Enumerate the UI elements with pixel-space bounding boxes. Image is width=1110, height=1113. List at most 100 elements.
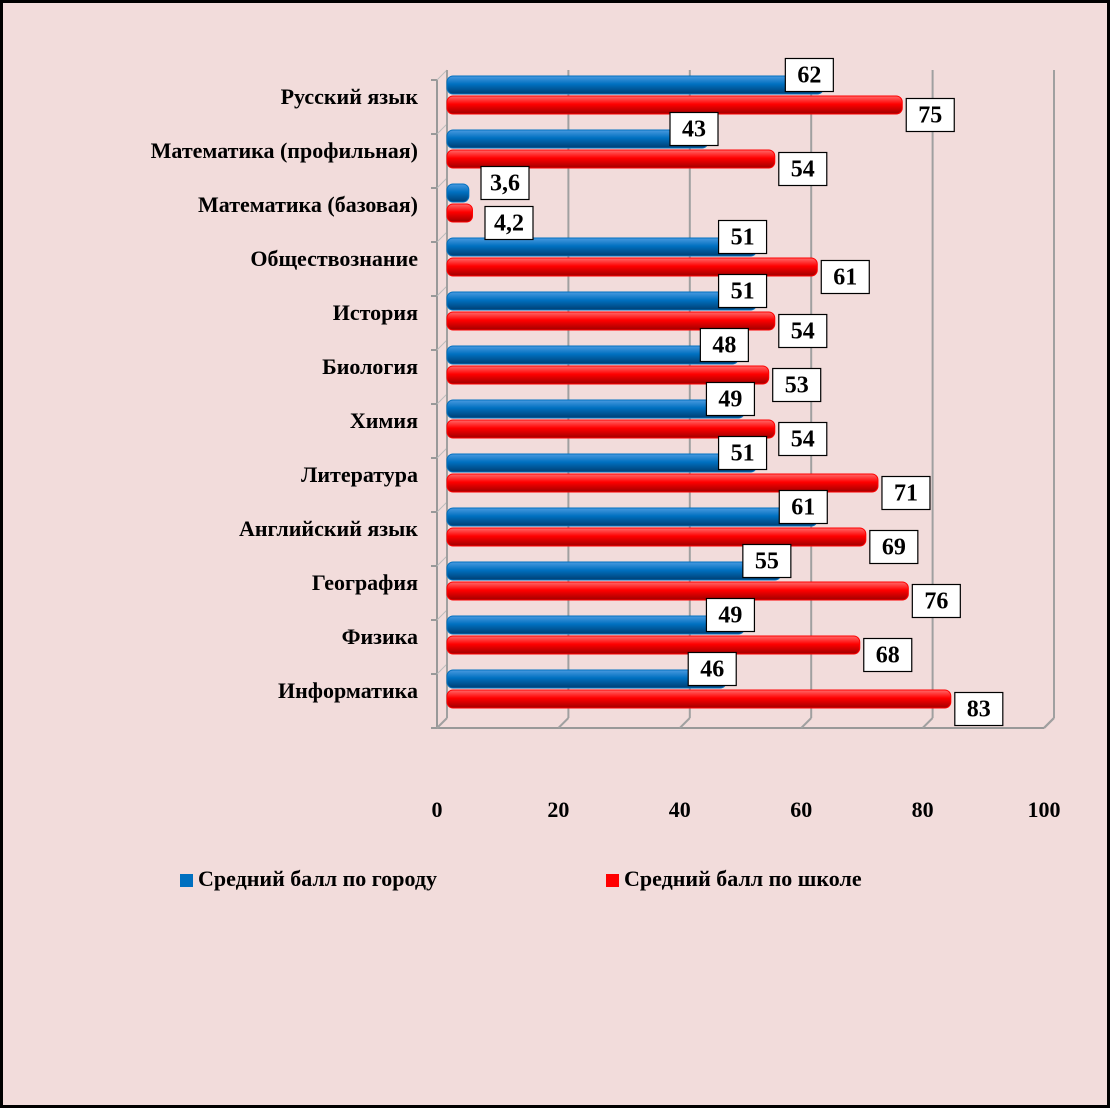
y-tick-label: География (312, 570, 418, 595)
y-tick-label: Обществознание (250, 246, 418, 271)
x-tick-label: 80 (912, 797, 934, 822)
bar (446, 129, 709, 149)
bar (446, 399, 745, 419)
bar (446, 149, 776, 169)
x-tick-label: 100 (1028, 797, 1061, 822)
data-label-box (784, 57, 834, 93)
data-label: 51 (731, 441, 755, 467)
data-label: 53 (785, 373, 809, 399)
y-tick-label: Биология (322, 354, 418, 379)
data-label: 48 (712, 333, 736, 359)
y-tick-label: Русский язык (281, 84, 419, 109)
data-label-box (772, 367, 822, 403)
y-tick (436, 393, 448, 405)
grid-line (679, 717, 691, 729)
data-label: 43 (682, 117, 706, 143)
data-label-box (669, 111, 719, 147)
data-label-box (778, 313, 828, 349)
y-tick (436, 177, 448, 189)
data-label: 54 (791, 427, 815, 453)
data-label: 61 (833, 265, 857, 291)
grid-line (1043, 717, 1055, 729)
data-label-box (954, 691, 1004, 727)
y-tick-label: Математика (базовая) (198, 192, 418, 217)
legend-swatch (606, 874, 619, 887)
data-label: 54 (791, 319, 815, 345)
data-label: 51 (731, 279, 755, 305)
legend-label: Средний балл по школе (624, 866, 862, 891)
bar (446, 183, 470, 203)
bar (446, 75, 824, 95)
y-tick (436, 123, 448, 135)
y-tick (436, 285, 448, 297)
grid-line (800, 717, 812, 729)
bar (446, 419, 776, 439)
data-label-box (820, 259, 870, 295)
bar (446, 311, 776, 331)
y-tick-label: Математика (профильная) (151, 138, 418, 163)
data-label: 69 (882, 535, 906, 561)
data-label-box (905, 97, 955, 133)
data-label: 75 (918, 103, 942, 129)
data-label-box (699, 327, 749, 363)
data-label-box (778, 421, 828, 457)
grid-line (921, 717, 934, 729)
bar (446, 561, 782, 581)
bar (446, 453, 758, 473)
y-tick (436, 609, 448, 621)
bar (446, 669, 727, 689)
y-tick (436, 69, 448, 81)
y-tick-label: Английский язык (239, 516, 418, 541)
bar (446, 527, 867, 547)
bar (446, 473, 879, 493)
data-label: 62 (797, 63, 821, 89)
legend-label: Средний балл по городу (198, 866, 437, 891)
x-tick-label: 60 (790, 797, 812, 822)
bar (446, 581, 909, 601)
legend-swatch (180, 874, 193, 887)
bar (446, 237, 758, 257)
x-tick-label: 0 (432, 797, 443, 822)
data-label: 49 (718, 387, 742, 413)
y-tick-label: История (333, 300, 418, 325)
data-label-box (717, 219, 768, 255)
data-label-box (778, 489, 828, 525)
y-tick-label: Химия (350, 408, 418, 433)
x-tick-label: 40 (669, 797, 691, 822)
grid-line (436, 717, 448, 729)
x-tick-label: 20 (547, 797, 569, 822)
data-label-box (911, 583, 961, 619)
data-label-box (881, 475, 931, 511)
data-label: 49 (718, 603, 742, 629)
bar (446, 291, 758, 311)
data-label: 46 (700, 657, 724, 683)
data-label-box (705, 381, 756, 417)
y-tick (436, 501, 448, 513)
data-label-box (863, 637, 913, 673)
data-label: 4,2 (494, 211, 524, 237)
bar (446, 689, 952, 709)
bar (446, 507, 818, 527)
y-tick-label: Литература (301, 462, 418, 487)
bar (446, 635, 861, 655)
data-label: 68 (876, 643, 900, 669)
data-label: 76 (924, 589, 948, 615)
y-tick (436, 339, 448, 351)
y-tick-label: Информатика (278, 678, 418, 703)
y-tick (436, 447, 448, 459)
data-label-box (705, 597, 756, 633)
data-label-box (687, 651, 737, 687)
data-label: 3,6 (490, 171, 520, 197)
data-label-box (717, 273, 768, 309)
data-label-box (742, 543, 792, 579)
grid-line (557, 717, 570, 729)
bar (446, 615, 745, 635)
data-label: 51 (731, 225, 755, 251)
data-label: 55 (755, 549, 779, 575)
y-tick (436, 555, 448, 567)
data-label: 83 (967, 697, 991, 723)
data-label: 71 (894, 481, 918, 507)
data-label: 61 (791, 495, 815, 521)
bar (446, 365, 770, 385)
